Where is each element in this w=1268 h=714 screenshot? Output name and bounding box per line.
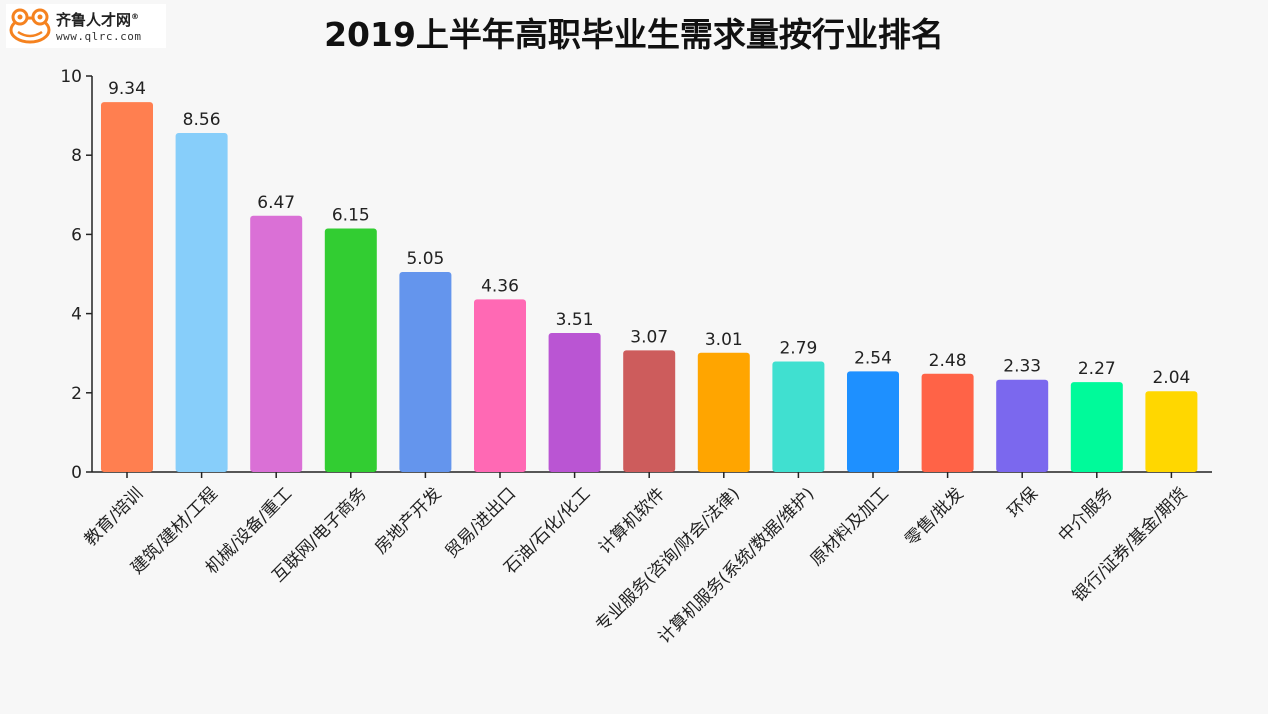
bar-5 (399, 272, 452, 472)
y-tick-label: 0 (71, 463, 82, 483)
bar-value-label: 8.56 (183, 110, 221, 130)
y-tick-label: 8 (71, 146, 82, 166)
y-tick-label: 10 (60, 67, 82, 87)
logo: 齐鲁人才网® www.qlrc.com (6, 4, 166, 48)
bars: 9.34 8.56 6.47 6.15 5.05 4.36 3.51 3.07 3.01 2.79… (101, 79, 1198, 473)
chart-title: 2019上半年高职毕业生需求量按行业排名 (324, 15, 944, 54)
bar-value-label: 2.79 (779, 339, 817, 359)
x-category-label: 贸易/进出口 (442, 484, 520, 562)
logo-brand: 齐鲁人才网® (56, 11, 140, 29)
x-category-label: 计算机服务(系统/数据/维护) (655, 484, 819, 648)
y-tick-label: 2 (71, 384, 82, 404)
bar-value-label: 9.34 (108, 79, 146, 99)
bar-value-label: 2.04 (1152, 368, 1190, 388)
bar-value-label: 5.05 (406, 249, 444, 269)
bar-value-label: 6.47 (257, 193, 295, 213)
bar-3 (250, 215, 303, 472)
y-tick-label: 4 (71, 305, 82, 325)
bar-8 (623, 350, 676, 472)
frog-icon (9, 8, 51, 44)
bar-14 (1070, 382, 1123, 472)
bar-12 (921, 373, 974, 472)
bar-13 (996, 379, 1049, 472)
registered-mark: ® (131, 12, 140, 21)
bar-11 (847, 371, 899, 472)
bar-value-label: 4.36 (481, 276, 519, 296)
bar-value-label: 2.54 (854, 348, 892, 368)
bar-value-label: 2.48 (929, 351, 967, 371)
bar-9 (697, 352, 750, 472)
bar-value-label: 6.15 (332, 205, 370, 225)
bar-value-label: 2.33 (1003, 357, 1041, 377)
x-category-label: 教育/培训 (81, 484, 147, 550)
x-category-label: 房地产开发 (371, 484, 445, 558)
bar-1 (101, 102, 153, 473)
bar-6 (474, 299, 526, 472)
bar-10 (772, 361, 825, 472)
logo-url: www.qlrc.com (56, 30, 142, 43)
y-tick-label: 6 (71, 225, 82, 245)
x-category-label: 环保 (1004, 484, 1042, 522)
bar-value-label: 3.51 (556, 310, 594, 330)
bar-7 (548, 333, 601, 472)
bar-4 (324, 228, 377, 472)
bar-2 (175, 133, 228, 473)
bar-15 (1145, 391, 1198, 472)
bar-value-label: 3.07 (630, 327, 668, 347)
bar-value-label: 2.27 (1078, 359, 1116, 379)
x-category-label: 计算机软件 (595, 484, 669, 558)
x-category-label: 原材料及加工 (807, 484, 893, 570)
x-category-label: 专业服务(咨询/财会/法律) (592, 484, 744, 636)
x-category-label: 零售/批发 (901, 484, 967, 550)
bar-value-label: 3.01 (705, 330, 743, 350)
x-category-label: 中介服务 (1055, 484, 1117, 546)
